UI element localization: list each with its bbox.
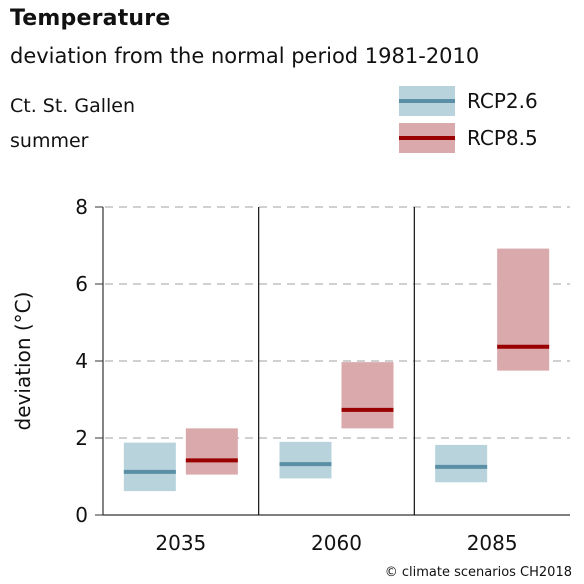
season-label: summer [10,130,89,152]
range-band-rcp85-2085 [497,248,550,371]
y-axis-label: deviation (°C) [11,292,35,431]
x-tick-label-2060: 2060 [311,531,362,555]
x-tick-label-2085: 2085 [467,531,518,555]
range-band-rcp85-2035 [185,428,238,475]
y-tick-label-4: 4 [75,349,88,373]
legend-label-rcp85: RCP8.5 [467,126,538,150]
chart-title: Temperature [10,6,171,31]
legend-label-rcp26: RCP2.6 [467,89,538,113]
y-tick-label-6: 6 [75,272,88,296]
credit-text: © climate scenarios CH2018 [384,565,572,580]
bands-layer [123,248,550,492]
range-band-rcp26-2085 [435,444,488,483]
y-tick-label-2: 2 [75,426,88,450]
grid-layer [105,206,570,439]
region-label: Ct. St. Gallen [10,95,136,117]
range-band-rcp26-2060 [279,441,332,479]
y-tick-label-0: 0 [75,503,88,527]
range-band-rcp26-2035 [123,442,176,492]
range-band-rcp85-2060 [341,362,394,429]
axis-layer: 0 2 4 6 8 2035 2060 2085 [75,195,570,555]
x-tick-label-2035: 2035 [155,531,206,555]
legend: RCP2.6 RCP8.5 [399,86,538,153]
chart-subtitle: deviation from the normal period 1981-20… [10,44,480,68]
y-tick-label-8: 8 [75,195,88,219]
